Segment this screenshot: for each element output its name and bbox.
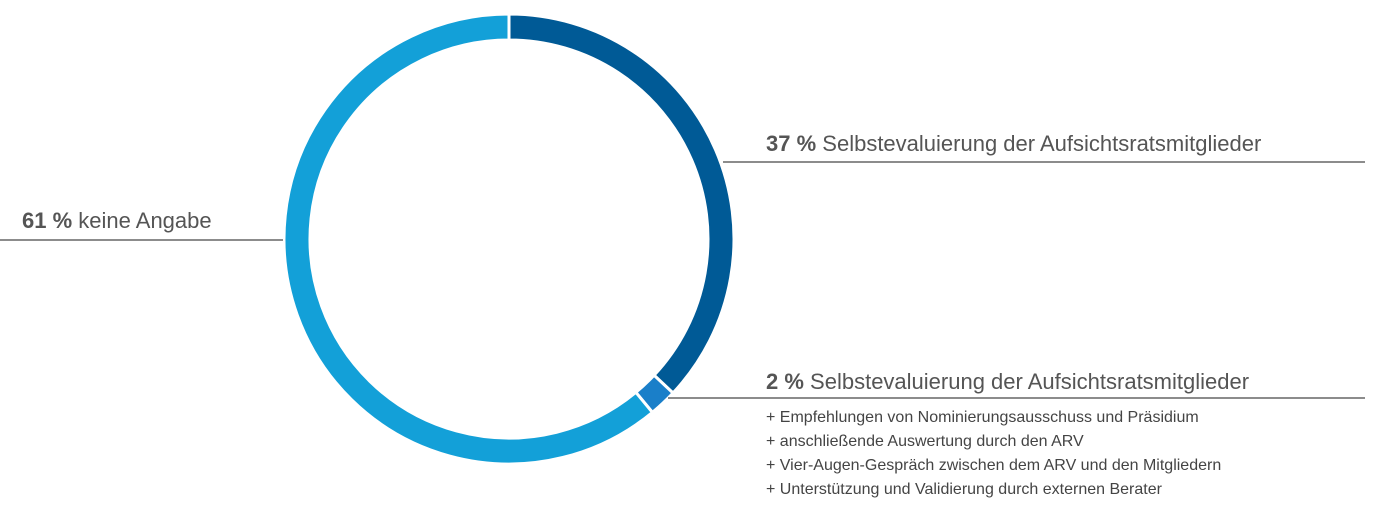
category-label: Selbstevaluierung der Aufsichtsratsmitgl… bbox=[810, 369, 1249, 394]
category-label: keine Angabe bbox=[78, 208, 211, 233]
slice-label: 37 % Selbstevaluierung der Aufsichtsrats… bbox=[766, 131, 1261, 156]
value-label: 61 % bbox=[22, 208, 72, 233]
annotation: + Empfehlungen von Nominierungsausschuss… bbox=[766, 409, 1199, 426]
value-label: 37 % bbox=[766, 131, 816, 156]
slice-label: 61 % keine Angabe bbox=[22, 208, 212, 233]
slice-label: 2 % Selbstevaluierung der Aufsichtsratsm… bbox=[766, 369, 1249, 394]
annotation: + Vier-Augen-Gespräch zwischen dem ARV u… bbox=[766, 457, 1221, 474]
category-label: Selbstevaluierung der Aufsichtsratsmitgl… bbox=[822, 131, 1261, 156]
annotation: + Unterstützung und Validierung durch ex… bbox=[766, 481, 1163, 498]
annotation: + anschließende Auswertung durch den ARV bbox=[766, 433, 1084, 450]
donut-slice bbox=[282, 12, 655, 466]
value-label: 2 % bbox=[766, 369, 804, 394]
donut-slice bbox=[507, 12, 736, 396]
